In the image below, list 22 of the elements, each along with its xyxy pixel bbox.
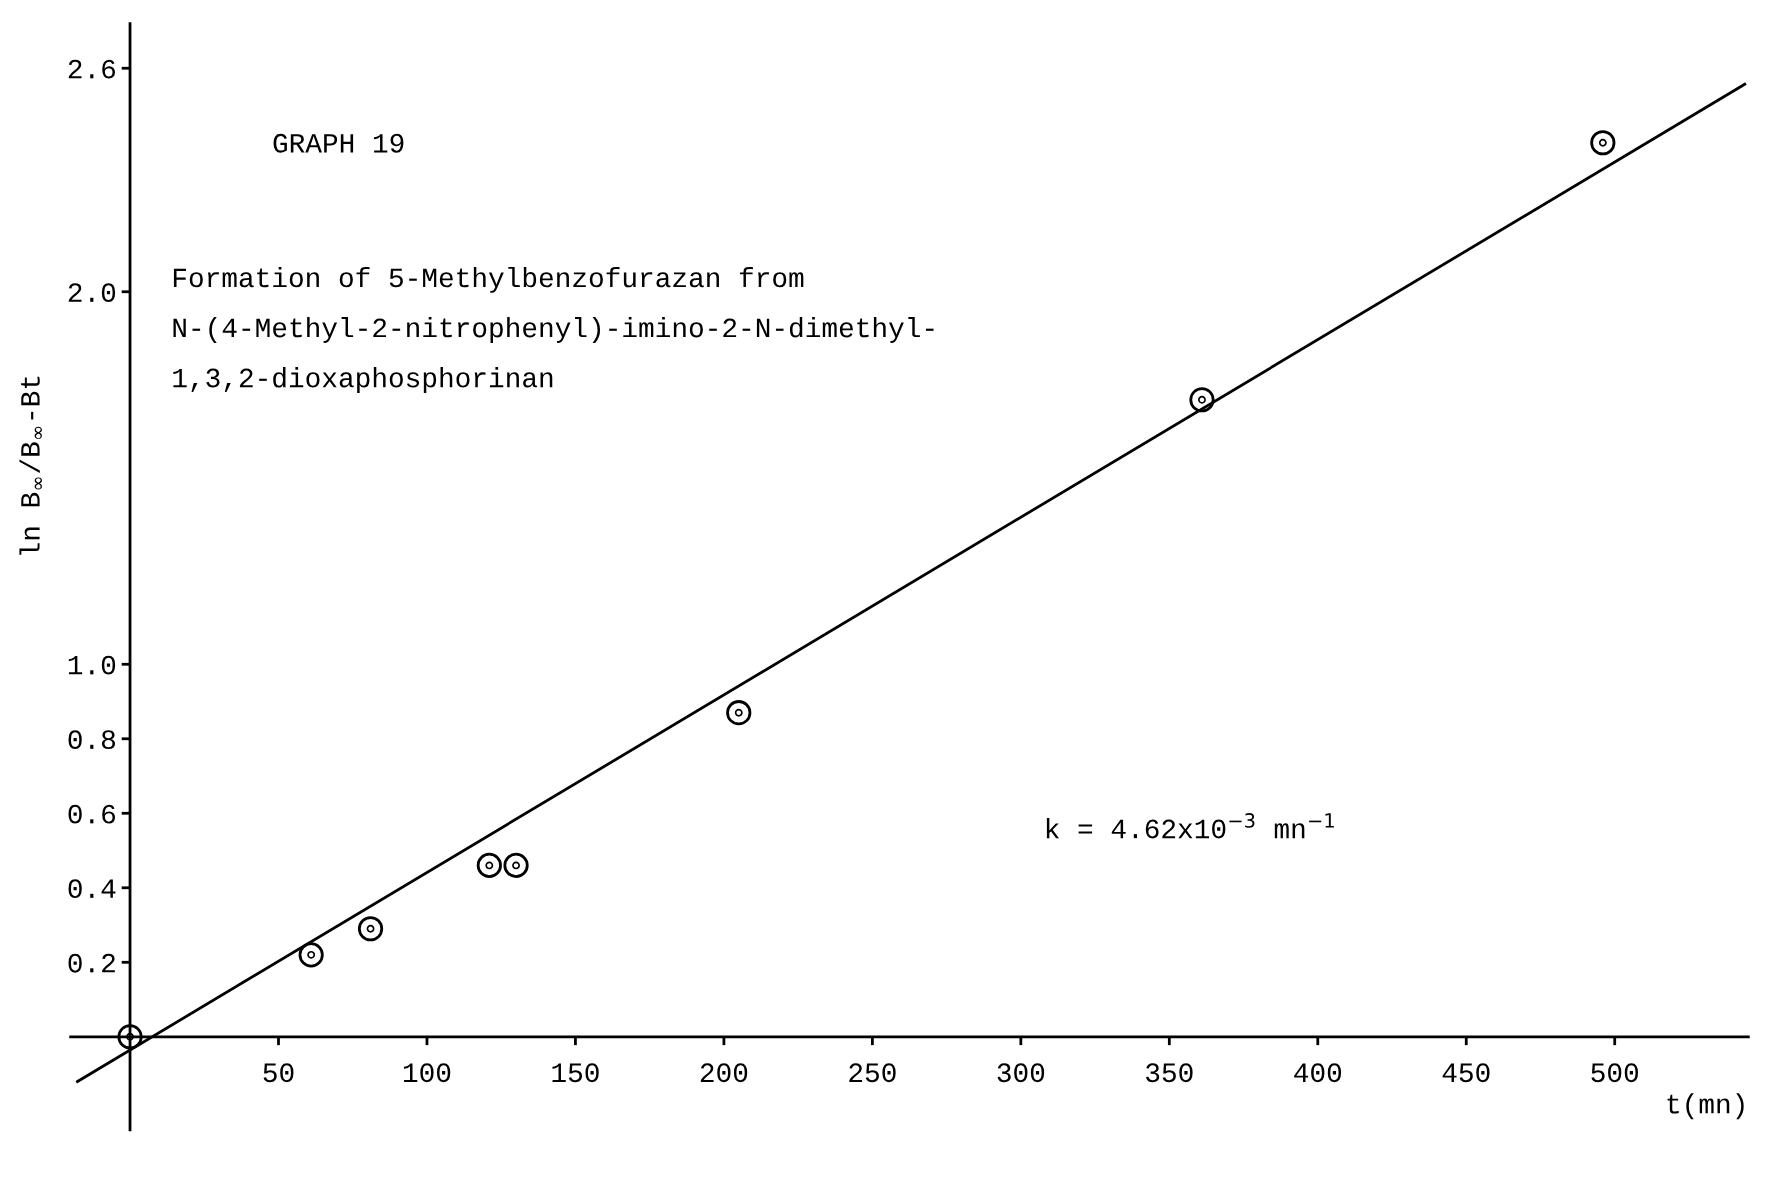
- x-axis-title: t(mn): [1667, 1093, 1744, 1120]
- annotation: GRAPH 19: [273, 133, 404, 153]
- x-tick-label: 50: [263, 1063, 294, 1083]
- annotation: k = 4.62x10$^{−3}$ mn$^{−1}$: [1046, 813, 1334, 839]
- y-tick-label: 2.6: [68, 59, 116, 79]
- x-tick-label: 300: [997, 1063, 1045, 1083]
- x-tick-label: 400: [1294, 1063, 1342, 1083]
- x-tick-label: 350: [1146, 1063, 1193, 1083]
- y-tick-label: 2.0: [68, 283, 116, 303]
- x-tick-label: 500: [1591, 1063, 1639, 1083]
- y-tick-label: 0.2: [68, 953, 115, 973]
- x-tick-label: 250: [849, 1063, 896, 1083]
- y-tick-label: 0.4: [68, 879, 116, 899]
- x-tick-label: 100: [403, 1063, 451, 1083]
- y-tick-label: 0.6: [68, 804, 116, 824]
- y-tick-label: 0.8: [68, 730, 115, 750]
- x-tick-label: 200: [700, 1063, 748, 1083]
- y-tick-label: 1.0: [68, 655, 116, 675]
- x-tick-label: 450: [1442, 1063, 1490, 1083]
- x-tick-label: 150: [552, 1063, 599, 1083]
- y-axis-title: ln B$_{∞}$/B$_{∞}$-Bt: [19, 376, 42, 555]
- text: Formation of 5-Methylbenzofurazan from N-(4-Methyl-2-nitrophenyl)-imino-2-N-dimethyl- 1,3,2-dioxaphosphorinan: [173, 266, 934, 393]
